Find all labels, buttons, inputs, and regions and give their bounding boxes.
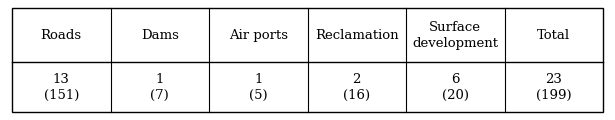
Text: 6
(20): 6 (20) (442, 72, 469, 102)
Text: Dams: Dams (141, 29, 179, 42)
Text: 1
(7): 1 (7) (151, 72, 169, 102)
Text: Roads: Roads (41, 29, 82, 42)
Text: 2
(16): 2 (16) (343, 72, 370, 102)
Text: Total: Total (537, 29, 570, 42)
Bar (12, 8, 603, 112)
Text: 23
(199): 23 (199) (536, 72, 571, 102)
Text: 1
(5): 1 (5) (249, 72, 268, 102)
Text: 13
(151): 13 (151) (44, 72, 79, 102)
Text: Reclamation: Reclamation (315, 29, 399, 42)
Text: Air ports: Air ports (229, 29, 288, 42)
Text: Surface
development: Surface development (412, 21, 498, 50)
